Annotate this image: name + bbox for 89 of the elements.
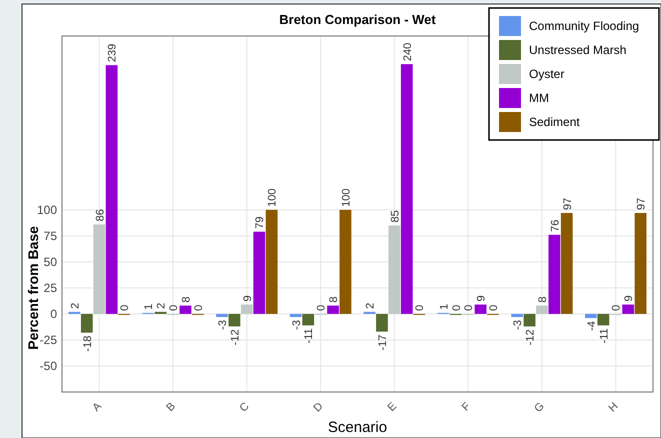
bar: [340, 210, 352, 314]
bar: [180, 306, 192, 314]
data-label: 100: [266, 188, 279, 207]
data-label: 79: [254, 216, 266, 229]
data-label: 2: [156, 302, 168, 309]
bar: [511, 314, 524, 318]
data-label: 9: [476, 295, 488, 302]
data-label: -17: [376, 334, 389, 351]
bar: [474, 304, 486, 314]
legend-label: Oyster: [529, 67, 564, 82]
legend-label: Community Flooding: [529, 19, 640, 34]
data-label: 97: [636, 198, 648, 210]
data-label: 8: [536, 296, 549, 303]
x-tick-label: B: [164, 400, 178, 414]
bar: [106, 65, 118, 314]
x-tick-label: G: [532, 400, 547, 415]
x-axis-title: Scenario: [328, 419, 388, 436]
y-tick-label: 0: [50, 307, 58, 322]
bar: [622, 304, 634, 314]
bar: [548, 234, 560, 314]
data-label: -12: [524, 329, 537, 346]
data-label: 1: [143, 304, 156, 310]
data-label: -3: [290, 320, 303, 330]
y-tick-label: 75: [44, 229, 58, 244]
x-tick-label: H: [606, 400, 621, 414]
y-tick-label: -25: [40, 333, 58, 348]
bar: [524, 314, 536, 326]
bar: [388, 225, 400, 314]
data-label: 1: [438, 304, 450, 310]
bar: [240, 304, 253, 314]
bar: [400, 64, 413, 314]
data-label: 97: [562, 198, 574, 210]
data-label: 0: [119, 304, 132, 311]
data-label: -3: [512, 320, 524, 330]
data-label: 0: [192, 304, 205, 311]
bar: [560, 212, 573, 314]
bar: [597, 314, 610, 326]
data-label: -3: [216, 320, 229, 330]
x-tick-label: A: [90, 400, 105, 414]
bar: [266, 210, 278, 314]
data-label: 240: [402, 42, 414, 62]
data-label: 8: [328, 296, 340, 303]
data-label: 0: [168, 304, 180, 311]
x-tick-label: D: [311, 400, 326, 414]
data-label: 76: [549, 220, 562, 232]
legend-label: Unstressed Marsh: [529, 43, 626, 58]
data-label: 8: [180, 296, 192, 303]
data-label: 9: [623, 295, 636, 302]
y-tick-label: -50: [40, 359, 58, 374]
chart-title: Breton Comparison - Wet: [279, 12, 436, 27]
legend-label: Sediment: [529, 115, 580, 130]
data-label: -11: [303, 328, 316, 344]
data-label: 100: [340, 188, 352, 207]
data-label: 239: [106, 44, 119, 62]
bar: [253, 232, 266, 314]
x-tick-label: F: [460, 400, 474, 414]
x-tick-label: E: [386, 400, 400, 414]
y-tick-label: 50: [44, 255, 58, 270]
data-label: 0: [450, 304, 463, 311]
data-label: 0: [463, 304, 476, 311]
bar: [93, 224, 106, 314]
data-label: 9: [242, 295, 254, 302]
bar: [585, 314, 597, 318]
data-label: -4: [586, 321, 598, 331]
bar: [536, 306, 548, 314]
data-label: -18: [82, 336, 94, 352]
data-label: 0: [414, 304, 426, 311]
x-tick-label: C: [238, 400, 252, 414]
data-label: 2: [364, 302, 377, 309]
bar: [302, 314, 314, 326]
data-label: 0: [488, 304, 500, 311]
data-label: -12: [229, 329, 242, 346]
y-tick-label: 100: [36, 203, 58, 218]
bar: [216, 314, 228, 318]
bar: [634, 212, 646, 314]
y-tick-label: 25: [44, 281, 58, 296]
legend-label: MM: [529, 91, 549, 106]
data-label: 0: [610, 304, 623, 311]
bar: [327, 306, 339, 314]
data-label: 0: [316, 304, 328, 311]
bar: [290, 314, 302, 318]
bar: [228, 314, 240, 326]
bar: [376, 314, 388, 332]
data-label: -11: [598, 328, 610, 344]
data-label: 85: [389, 210, 402, 222]
data-label: 2: [69, 302, 82, 309]
data-label: 86: [94, 209, 106, 222]
bar: [80, 314, 93, 333]
y-axis-title: Percent from Base: [25, 226, 41, 350]
